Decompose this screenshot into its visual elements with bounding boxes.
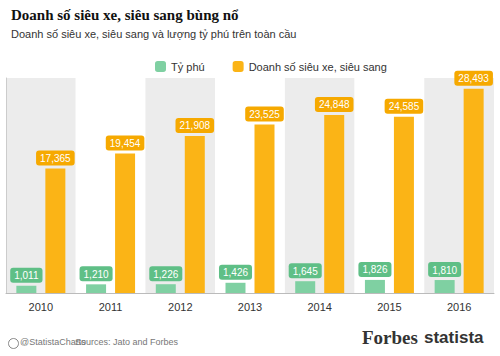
svg-text:Doanh số siêu xe, siêu sang: Doanh số siêu xe, siêu sang (249, 61, 387, 73)
svg-text:1,210: 1,210 (84, 269, 109, 280)
svg-text:2012: 2012 (168, 301, 192, 313)
svg-text:24,585: 24,585 (389, 101, 420, 112)
svg-text:Tỷ phú: Tỷ phú (171, 61, 205, 73)
svg-text:2015: 2015 (377, 301, 401, 313)
svg-text:1,011: 1,011 (14, 270, 39, 281)
svg-text:Doanh số siêu xe, siêu sang bù: Doanh số siêu xe, siêu sang bùng nổ (11, 7, 239, 23)
svg-text:Sources: Jato and Forbes: Sources: Jato and Forbes (75, 337, 179, 347)
svg-text:1,645: 1,645 (293, 266, 318, 277)
svg-text:1,810: 1,810 (432, 265, 457, 276)
svg-text:Forbes: Forbes (362, 327, 418, 348)
svg-text:2014: 2014 (307, 301, 331, 313)
svg-text:1,826: 1,826 (362, 264, 387, 275)
svg-text:2013: 2013 (238, 301, 262, 313)
svg-text:17,365: 17,365 (40, 153, 71, 164)
svg-text:1,226: 1,226 (153, 269, 178, 280)
svg-text:@StatistaCharts: @StatistaCharts (20, 336, 86, 347)
svg-text:19,454: 19,454 (110, 138, 141, 149)
svg-text:21,908: 21,908 (179, 120, 210, 131)
svg-text:Doanh số siêu xe, siêu sang và: Doanh số siêu xe, siêu sang và lượng tỷ … (11, 28, 296, 40)
svg-text:1,426: 1,426 (223, 267, 248, 278)
svg-text:2011: 2011 (99, 301, 123, 313)
svg-text:24,848: 24,848 (319, 99, 350, 110)
svg-text:statista: statista (424, 328, 484, 347)
svg-text:28,493: 28,493 (458, 73, 489, 84)
svg-text:2010: 2010 (29, 301, 53, 313)
svg-text:23,525: 23,525 (249, 109, 280, 120)
svg-text:2016: 2016 (447, 301, 471, 313)
